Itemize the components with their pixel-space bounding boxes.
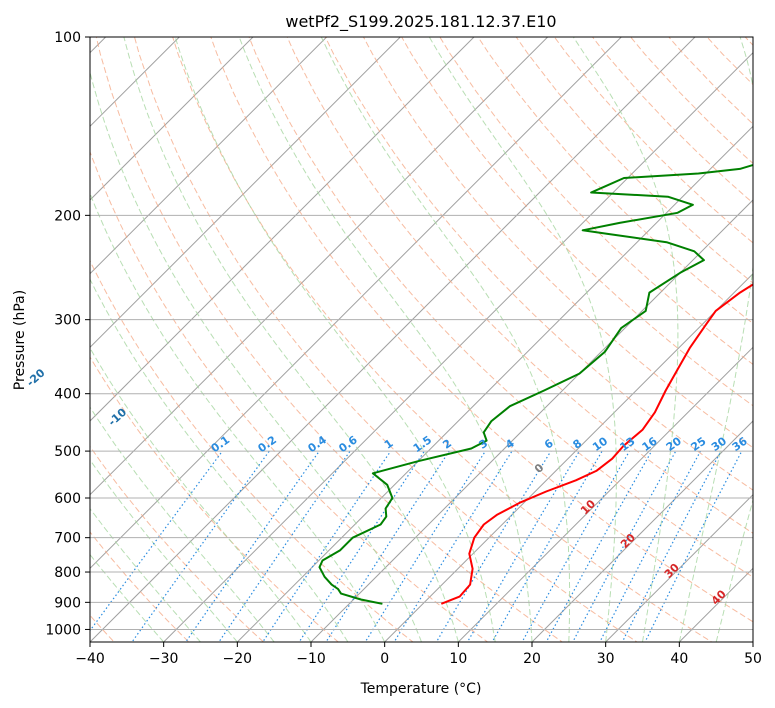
y-tick-label: 600	[54, 491, 81, 507]
dry-adiabat-line	[95, 37, 564, 642]
isotherm-line	[90, 37, 254, 201]
dry-adiabat-line	[248, 37, 753, 578]
isotherm-line	[90, 37, 623, 570]
isotherm-line	[310, 199, 753, 642]
x-tick-label: −10	[296, 651, 326, 667]
dry-adiabat-line	[756, 10, 775, 654]
moist-adiabat-line	[90, 278, 349, 642]
dry-adiabat-line	[324, 37, 753, 491]
y-axis: 100 200 300 400 500 600 700 800 900 1000	[45, 30, 90, 638]
y-tick-label: 100	[54, 30, 81, 46]
moist-adiabat-line	[123, 37, 459, 642]
y-tick-label: 800	[54, 565, 81, 581]
dry-adiabat-line	[133, 37, 638, 642]
dry-adiabat-line	[477, 37, 753, 325]
x-tick-label: 30	[597, 651, 615, 667]
x-tick-label: 20	[523, 651, 541, 667]
y-tick-label: 900	[54, 595, 81, 611]
dry-adiabat-line	[515, 37, 753, 284]
dry-adiabat-line	[286, 37, 753, 534]
x-tick-label: −40	[75, 651, 105, 667]
dry-adiabat-line	[90, 445, 265, 642]
moist-adiabat-line	[678, 37, 753, 642]
isotherm-line	[90, 37, 696, 642]
plot-frame	[89, 36, 754, 643]
y-tick-label: 700	[54, 531, 81, 547]
y-tick-label: 500	[54, 444, 81, 460]
moist-adiabat-line	[174, 37, 496, 642]
x-tick-label: −30	[149, 651, 179, 667]
isotherm-line	[90, 37, 181, 128]
moist-adiabat-line	[90, 70, 422, 642]
dry-adiabat-line	[90, 356, 339, 642]
isotherm-line	[90, 37, 549, 496]
plot-background	[90, 37, 753, 642]
isotherm-line	[236, 125, 753, 642]
moist-adiabat-line	[90, 347, 312, 642]
x-tick-label: 40	[670, 651, 688, 667]
y-tick-label: 300	[54, 313, 81, 329]
moist-adiabat-line	[90, 406, 275, 642]
isotherm-line	[604, 493, 753, 642]
x-tick-label: 0	[380, 651, 389, 667]
moist-adiabat-line	[90, 459, 238, 642]
dry-adiabat-line	[90, 150, 489, 642]
moist-adiabat-line	[90, 553, 165, 642]
profile-series	[318, 163, 753, 605]
moist-adiabat-line	[90, 507, 201, 642]
x-tick-label: 10	[449, 651, 467, 667]
dry-adiabat-line	[401, 37, 753, 407]
y-axis-label: Pressure (hPa)	[12, 290, 28, 390]
pressure-gridlines	[90, 37, 753, 630]
x-axis: −40 −30 −20 −10 0 10 20 30 40 50	[75, 642, 762, 667]
dry-adiabat-line	[210, 37, 753, 623]
isotherm-line	[162, 51, 753, 642]
x-tick-label: −20	[223, 651, 253, 667]
isotherm-line	[90, 37, 328, 275]
isotherm-line	[383, 272, 753, 642]
isotherm-line	[457, 346, 753, 642]
dewpoint-profile-line	[318, 163, 753, 605]
y-tick-label: 200	[54, 208, 81, 224]
moist-adiabat-line	[428, 37, 617, 642]
isotherm-line	[0, 10, 59, 654]
dry-adiabat-line	[172, 37, 713, 642]
isotherm-line	[90, 37, 402, 349]
x-tick-label: 50	[744, 651, 762, 667]
moist-adiabat-line	[572, 37, 679, 642]
y-tick-label: 400	[54, 387, 81, 403]
isotherm-line	[531, 420, 753, 642]
isotherm-line	[90, 37, 475, 422]
x-axis-label: Temperature (°C)	[360, 681, 482, 697]
moist-adiabat-line	[238, 37, 533, 642]
dry-adiabat-line	[90, 259, 414, 642]
temperature-profile-line	[440, 283, 753, 605]
y-tick-label: 1000	[45, 622, 81, 638]
chart-title: wetPf2_S199.2025.181.12.37.E10	[285, 12, 556, 32]
